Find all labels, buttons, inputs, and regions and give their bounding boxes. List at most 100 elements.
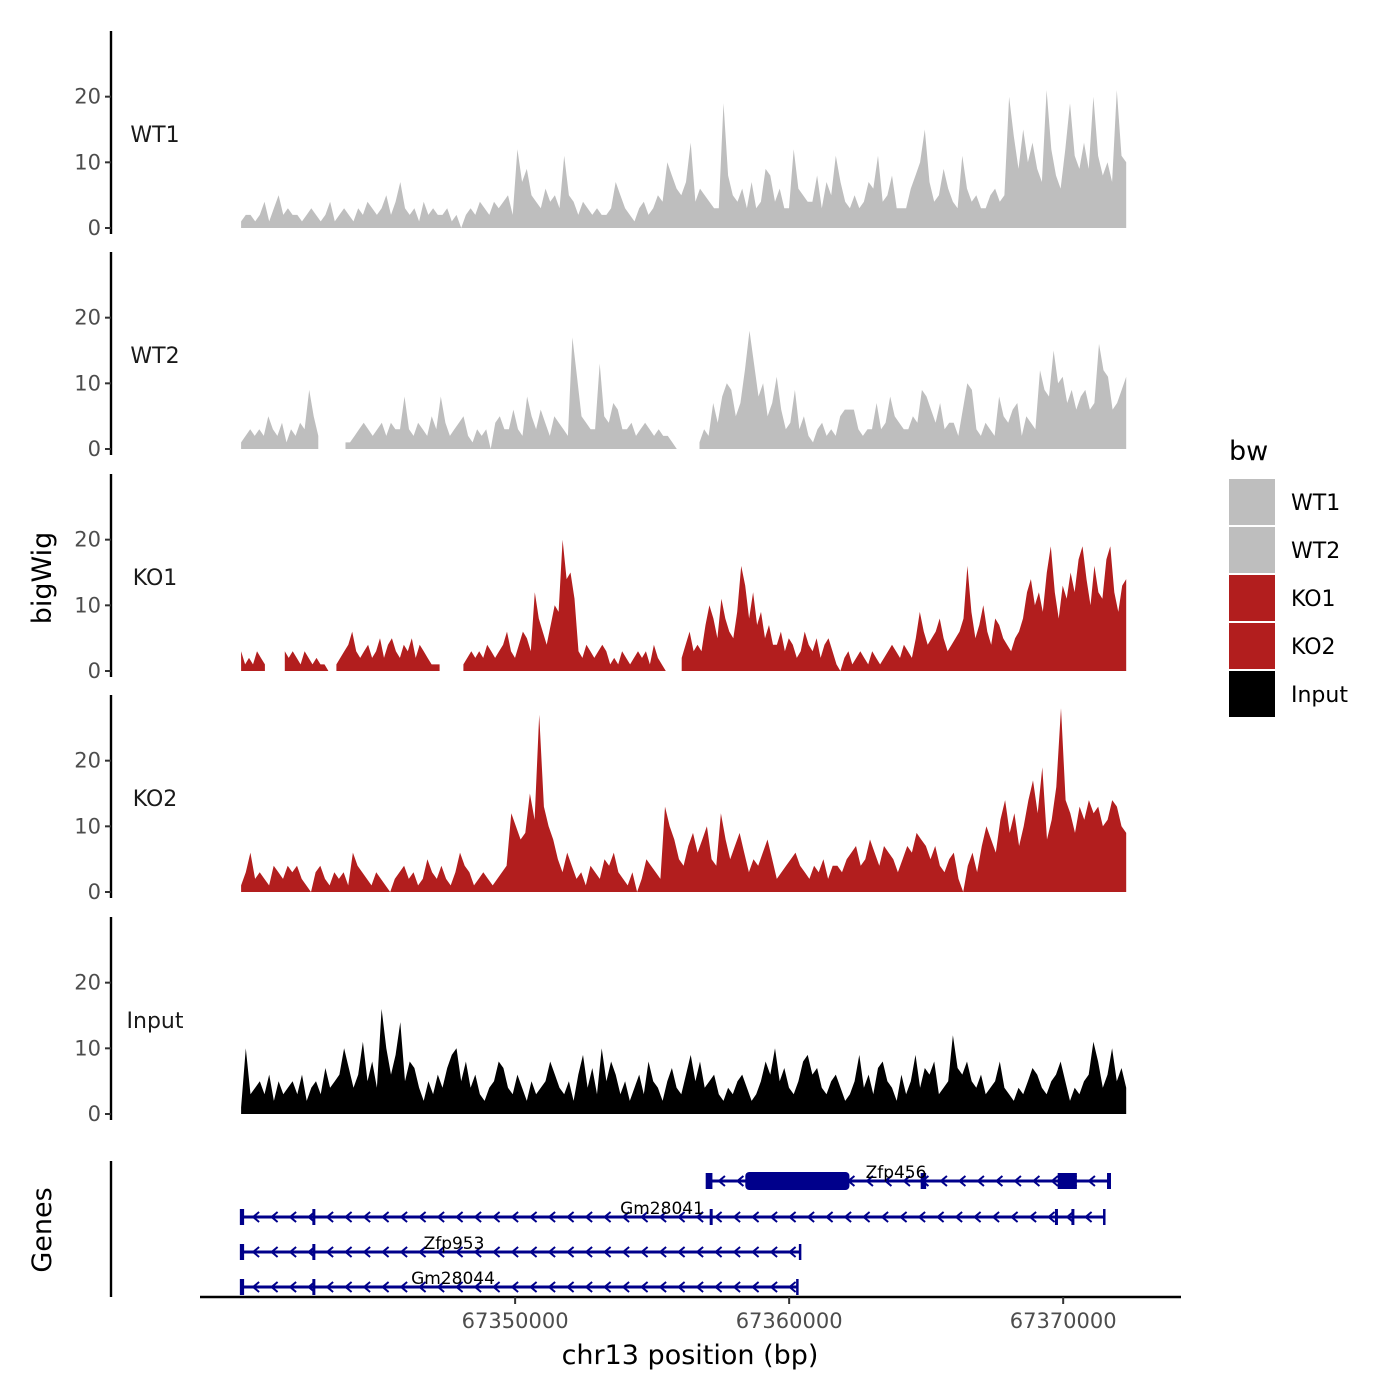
strand-arrow bbox=[640, 1246, 649, 1258]
strand-arrow bbox=[714, 1246, 723, 1258]
strand-arrow bbox=[603, 1211, 612, 1223]
strand-arrow bbox=[1013, 1175, 1022, 1187]
strand-arrow bbox=[769, 1246, 778, 1258]
x-tick-label: 67360000 bbox=[736, 1309, 843, 1333]
area-ko1-segment-2 bbox=[284, 651, 329, 671]
strand-arrow bbox=[362, 1281, 371, 1293]
gene-exon bbox=[312, 1279, 316, 1295]
strand-arrow bbox=[492, 1211, 501, 1223]
strand-arrow bbox=[677, 1281, 686, 1293]
strand-arrow bbox=[621, 1211, 630, 1223]
strand-arrow bbox=[492, 1281, 501, 1293]
strand-arrow bbox=[732, 1246, 741, 1258]
strand-arrow bbox=[566, 1211, 575, 1223]
strand-arrow bbox=[436, 1211, 445, 1223]
strand-arrow bbox=[899, 1211, 908, 1223]
gene-exon bbox=[920, 1173, 927, 1189]
legend-label-wt2: WT2 bbox=[1291, 539, 1340, 564]
strand-arrow bbox=[344, 1211, 353, 1223]
y-tick-label: 0 bbox=[88, 659, 101, 683]
track-label: Input bbox=[127, 1009, 184, 1034]
x-axis: 67350000 67360000 67370000 bbox=[200, 1295, 1181, 1333]
strand-arrow bbox=[566, 1246, 575, 1258]
strand-arrow bbox=[381, 1211, 390, 1223]
strand-arrow bbox=[917, 1211, 926, 1223]
strand-arrow bbox=[658, 1281, 667, 1293]
strand-arrow bbox=[603, 1281, 612, 1293]
strand-arrow bbox=[695, 1246, 704, 1258]
strand-arrow bbox=[658, 1211, 667, 1223]
area-wt2-segment-2 bbox=[345, 337, 677, 449]
strand-arrow bbox=[695, 1281, 704, 1293]
gene-exon bbox=[709, 1209, 713, 1225]
strand-arrow bbox=[1047, 1211, 1056, 1223]
legend-key-wt2 bbox=[1229, 527, 1275, 573]
strand-arrow bbox=[455, 1246, 464, 1258]
x-tick-label: 67350000 bbox=[462, 1309, 569, 1333]
strand-arrow bbox=[735, 1175, 745, 1187]
gene-exon bbox=[241, 1279, 245, 1295]
strand-arrow bbox=[902, 1175, 911, 1187]
gene-exon bbox=[241, 1244, 245, 1260]
area-wt2-segment-3 bbox=[699, 330, 1127, 449]
area-input-segment-1 bbox=[241, 1008, 1127, 1114]
area-ko1-segment-1 bbox=[241, 651, 265, 671]
strand-arrow bbox=[976, 1175, 985, 1187]
strand-arrow bbox=[399, 1281, 408, 1293]
strand-arrow bbox=[529, 1211, 538, 1223]
strand-arrow bbox=[473, 1281, 482, 1293]
strand-arrow bbox=[603, 1246, 612, 1258]
y-tick-label: 20 bbox=[74, 749, 101, 773]
strand-arrow bbox=[381, 1281, 390, 1293]
strand-arrow bbox=[640, 1281, 649, 1293]
strand-arrow bbox=[788, 1281, 797, 1293]
strand-arrow bbox=[473, 1246, 482, 1258]
coverage-tracks: 0 10 20 WT1 0 10 20 WT2 0 10 20 KO1 0 10 20 KO2 0 10 20 Inp… bbox=[74, 31, 1127, 1126]
strand-arrow bbox=[584, 1246, 593, 1258]
y-tick-label: 20 bbox=[74, 306, 101, 330]
strand-arrow bbox=[732, 1281, 741, 1293]
genes-axis-title: Genes bbox=[27, 1187, 58, 1272]
strand-arrow bbox=[677, 1211, 686, 1223]
strand-arrow bbox=[584, 1281, 593, 1293]
strand-arrow bbox=[751, 1246, 760, 1258]
y-tick-label: 0 bbox=[88, 880, 101, 904]
gene-exon bbox=[241, 1209, 245, 1225]
strand-arrow bbox=[288, 1211, 297, 1223]
strand-arrow bbox=[825, 1211, 834, 1223]
strand-arrow bbox=[939, 1175, 948, 1187]
area-ko1-segment-5 bbox=[681, 546, 1127, 671]
strand-arrow bbox=[251, 1211, 260, 1223]
y-tick-label: 10 bbox=[74, 593, 101, 617]
y-tick-label: 0 bbox=[88, 437, 101, 461]
y-tick-label: 20 bbox=[74, 528, 101, 552]
strand-arrow bbox=[973, 1211, 982, 1223]
strand-arrow bbox=[751, 1211, 760, 1223]
legend-label-ko1: KO1 bbox=[1291, 587, 1336, 612]
area-ko1-segment-4 bbox=[463, 539, 666, 671]
y-tick-label: 0 bbox=[88, 216, 101, 240]
x-tick-label: 67370000 bbox=[1010, 1309, 1117, 1333]
strand-arrow bbox=[418, 1246, 427, 1258]
strand-arrow bbox=[510, 1281, 519, 1293]
gene-zfp953: Zfp953 bbox=[239, 1234, 802, 1260]
strand-arrow bbox=[751, 1281, 760, 1293]
strand-arrow bbox=[270, 1246, 279, 1258]
strand-arrow bbox=[399, 1246, 408, 1258]
gene-exon bbox=[1107, 1173, 1111, 1189]
track-ko1: 0 10 20 KO1 bbox=[74, 474, 1127, 683]
strand-arrow bbox=[994, 1175, 1004, 1187]
legend-label-input: Input bbox=[1291, 683, 1348, 708]
legend-key-wt1 bbox=[1229, 479, 1275, 525]
strand-arrow bbox=[714, 1281, 723, 1293]
strand-arrow bbox=[251, 1281, 260, 1293]
legend-key-ko2 bbox=[1229, 623, 1275, 669]
y-tick-label: 20 bbox=[74, 971, 101, 995]
strand-arrow bbox=[288, 1246, 297, 1258]
strand-arrow bbox=[381, 1246, 390, 1258]
track-label: WT2 bbox=[130, 344, 179, 369]
strand-arrow bbox=[1050, 1175, 1059, 1187]
strand-arrow bbox=[1031, 1175, 1041, 1187]
y-tick-label: 10 bbox=[74, 1036, 101, 1060]
strand-arrow bbox=[769, 1281, 778, 1293]
